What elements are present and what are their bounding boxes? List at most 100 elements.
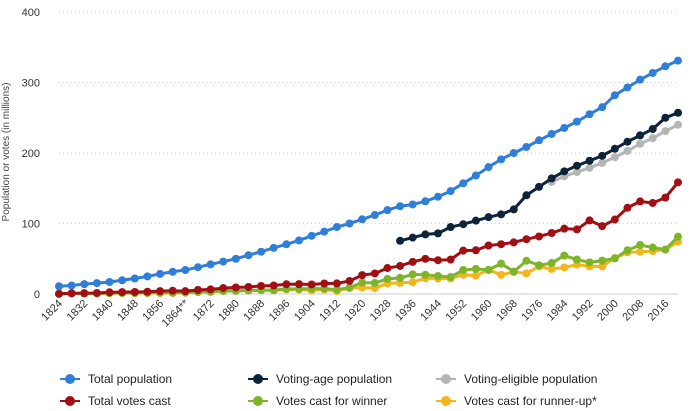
- data-point[interactable]: [674, 232, 682, 241]
- data-point[interactable]: [370, 211, 379, 220]
- data-point[interactable]: [585, 258, 594, 267]
- data-point[interactable]: [118, 276, 127, 285]
- legend-item-total-population[interactable]: Total population: [60, 370, 172, 388]
- data-point[interactable]: [535, 182, 544, 191]
- data-point[interactable]: [332, 223, 341, 232]
- data-point[interactable]: [522, 191, 531, 200]
- data-point[interactable]: [282, 280, 291, 289]
- data-point[interactable]: [193, 263, 202, 272]
- data-point[interactable]: [623, 83, 632, 92]
- data-point[interactable]: [345, 219, 354, 228]
- data-point[interactable]: [661, 127, 670, 136]
- data-point[interactable]: [585, 156, 594, 165]
- data-point[interactable]: [446, 272, 455, 281]
- data-point[interactable]: [598, 158, 607, 167]
- data-point[interactable]: [408, 270, 417, 279]
- data-point[interactable]: [648, 125, 657, 134]
- data-point[interactable]: [257, 281, 266, 290]
- data-point[interactable]: [572, 168, 581, 177]
- data-point[interactable]: [598, 151, 607, 160]
- data-point[interactable]: [383, 206, 392, 215]
- data-point[interactable]: [181, 266, 190, 275]
- data-point[interactable]: [585, 110, 594, 119]
- data-point[interactable]: [307, 231, 316, 240]
- data-point[interactable]: [484, 213, 493, 222]
- data-point[interactable]: [206, 285, 215, 294]
- data-point[interactable]: [446, 187, 455, 196]
- data-point[interactable]: [231, 283, 240, 292]
- data-point[interactable]: [219, 284, 228, 293]
- data-point[interactable]: [421, 270, 430, 279]
- data-point[interactable]: [80, 289, 89, 298]
- data-point[interactable]: [332, 285, 341, 294]
- data-point[interactable]: [168, 286, 177, 295]
- data-point[interactable]: [408, 257, 417, 266]
- data-point[interactable]: [547, 129, 556, 138]
- data-point[interactable]: [572, 117, 581, 126]
- legend-item-total-votes-cast[interactable]: Total votes cast: [60, 392, 171, 410]
- legend-item-votes-cast-for-runner-up[interactable]: Votes cast for runner-up*: [436, 392, 597, 410]
- data-point[interactable]: [636, 139, 645, 148]
- data-point[interactable]: [383, 274, 392, 283]
- data-point[interactable]: [636, 197, 645, 206]
- data-point[interactable]: [307, 280, 316, 289]
- data-point[interactable]: [522, 256, 531, 265]
- data-point[interactable]: [648, 134, 657, 143]
- data-point[interactable]: [193, 285, 202, 294]
- data-point[interactable]: [408, 200, 417, 209]
- data-point[interactable]: [358, 215, 367, 224]
- data-point[interactable]: [421, 254, 430, 263]
- data-point[interactable]: [661, 62, 670, 71]
- data-point[interactable]: [497, 259, 506, 268]
- data-point[interactable]: [547, 229, 556, 238]
- data-point[interactable]: [471, 171, 480, 180]
- data-point[interactable]: [471, 271, 480, 280]
- data-point[interactable]: [92, 288, 101, 297]
- data-point[interactable]: [358, 271, 367, 280]
- data-point[interactable]: [92, 279, 101, 288]
- data-point[interactable]: [118, 288, 127, 297]
- data-point[interactable]: [497, 210, 506, 219]
- data-point[interactable]: [257, 247, 266, 256]
- data-point[interactable]: [522, 269, 531, 278]
- data-point[interactable]: [446, 255, 455, 264]
- data-point[interactable]: [598, 262, 607, 271]
- data-point[interactable]: [332, 279, 341, 288]
- data-point[interactable]: [295, 236, 304, 245]
- data-point[interactable]: [130, 287, 139, 296]
- data-point[interactable]: [67, 281, 76, 290]
- data-point[interactable]: [55, 282, 63, 291]
- data-point[interactable]: [130, 274, 139, 283]
- data-point[interactable]: [598, 256, 607, 265]
- legend-item-votes-cast-for-winner[interactable]: Votes cast for winner: [248, 392, 387, 410]
- data-point[interactable]: [547, 259, 556, 268]
- data-point[interactable]: [636, 247, 645, 256]
- data-point[interactable]: [471, 264, 480, 273]
- data-point[interactable]: [282, 240, 291, 249]
- data-point[interactable]: [610, 153, 619, 162]
- data-point[interactable]: [370, 278, 379, 287]
- data-point[interactable]: [345, 276, 354, 285]
- data-point[interactable]: [509, 267, 518, 276]
- data-point[interactable]: [560, 251, 569, 260]
- data-point[interactable]: [459, 220, 468, 229]
- data-point[interactable]: [105, 278, 114, 287]
- data-point[interactable]: [484, 163, 493, 172]
- data-point[interactable]: [358, 278, 367, 287]
- data-point[interactable]: [67, 289, 76, 298]
- data-point[interactable]: [168, 267, 177, 276]
- data-point[interactable]: [269, 243, 278, 252]
- data-point[interactable]: [244, 282, 253, 291]
- data-point[interactable]: [459, 179, 468, 188]
- data-point[interactable]: [396, 273, 405, 282]
- data-point[interactable]: [408, 233, 417, 242]
- data-point[interactable]: [55, 289, 63, 298]
- data-point[interactable]: [156, 287, 165, 296]
- data-point[interactable]: [560, 167, 569, 176]
- data-point[interactable]: [446, 223, 455, 232]
- data-point[interactable]: [674, 56, 682, 65]
- data-point[interactable]: [623, 246, 632, 255]
- data-point[interactable]: [585, 163, 594, 172]
- data-point[interactable]: [648, 68, 657, 77]
- data-point[interactable]: [623, 137, 632, 146]
